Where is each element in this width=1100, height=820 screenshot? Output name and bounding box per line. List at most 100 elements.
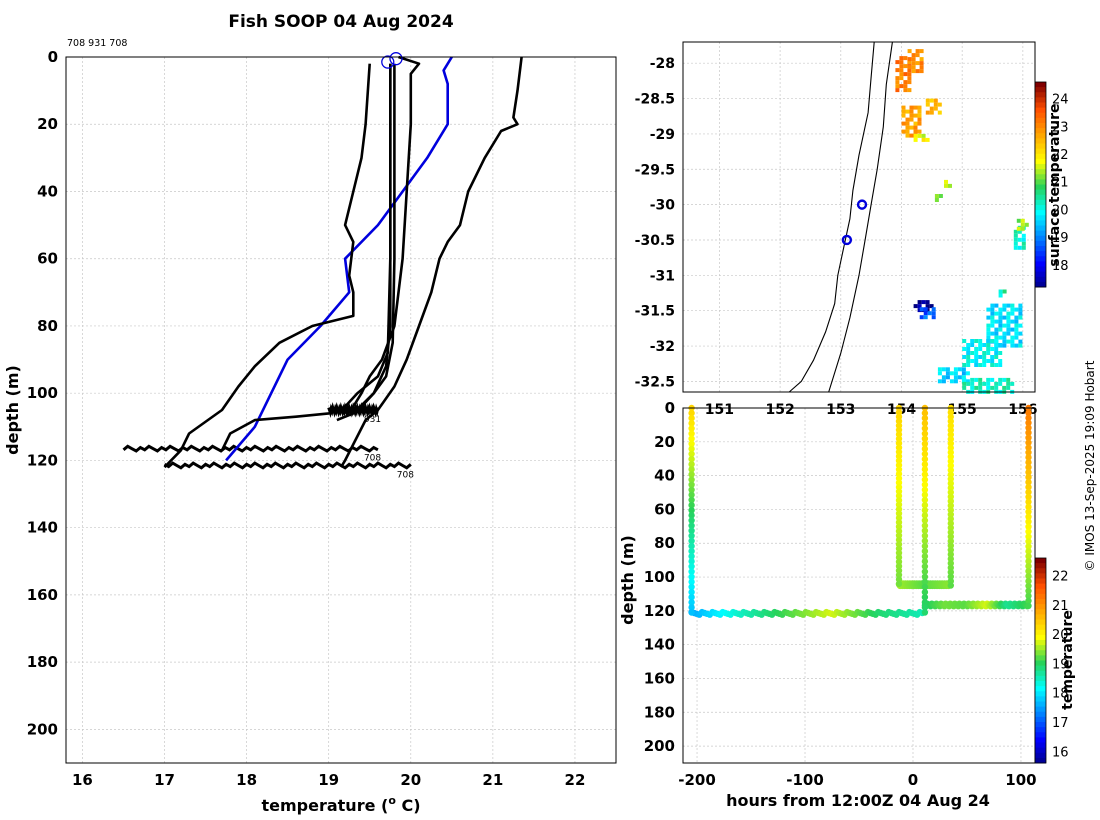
section-cast-point	[921, 512, 929, 519]
sst-pixel	[1014, 331, 1019, 336]
sst-pixel	[961, 375, 966, 380]
sst-pixel	[1002, 315, 1007, 320]
section-cast-point	[1025, 508, 1032, 515]
sst-pixel	[923, 315, 928, 320]
section-cast-point	[921, 594, 929, 601]
sst-pixel	[986, 335, 991, 340]
section-cast-point	[688, 455, 695, 463]
section-cast-point	[688, 476, 695, 483]
sst-pixel	[1010, 319, 1015, 324]
section-cast-point	[895, 453, 903, 460]
section-cast-point	[895, 532, 903, 539]
section-cast-point	[1025, 602, 1032, 609]
sst-pixel	[903, 84, 908, 89]
profile-x-tick-label: 16	[72, 771, 93, 789]
sst-pixel	[986, 351, 991, 355]
section-cast-point	[947, 484, 954, 492]
section-grid	[683, 407, 1035, 763]
sst-colorbar-segment	[1035, 164, 1046, 170]
sst-pixel	[998, 311, 1003, 316]
sst-pixel	[929, 98, 934, 103]
sst-pixel	[986, 359, 991, 363]
sst-pixel	[970, 359, 975, 363]
sst-map-lat-tick-label: -30.5	[635, 233, 675, 249]
sst-pixel	[990, 363, 995, 367]
sst-map: 151 152 153 154 155 156 -28 -28.5 -29 -29.5 -30 -30…	[635, 41, 1069, 418]
section-cast-point	[895, 426, 903, 434]
sst-pixel	[953, 367, 958, 372]
section-cast-point	[688, 512, 695, 519]
sst-pixel	[957, 375, 962, 380]
sst-pixel	[938, 194, 943, 198]
sst-pixel	[1002, 377, 1007, 382]
section-cast-point	[921, 455, 929, 463]
section-cast-point	[1025, 429, 1032, 436]
sst-map-background	[683, 42, 1035, 392]
section-cast-point	[947, 573, 954, 580]
section-colorbar-segment	[1035, 645, 1046, 651]
profile-x-tick-label: 22	[565, 771, 586, 789]
sst-colorbar-segment	[1035, 133, 1046, 139]
section-cast-point	[947, 475, 954, 483]
shelf-contour	[828, 41, 893, 393]
section-cast-point	[921, 578, 929, 586]
sst-pixel	[907, 49, 912, 54]
sst-pixel	[990, 323, 995, 328]
section-cast-point	[688, 527, 695, 534]
sst-map-lat-tick-label: -32.5	[635, 374, 675, 390]
coastline	[788, 41, 875, 393]
sst-colorbar-segment	[1035, 271, 1046, 278]
sst-pixel	[1010, 335, 1015, 340]
sst-pixel	[1020, 226, 1025, 231]
sst-pixel	[962, 347, 967, 351]
sst-pixel	[974, 363, 979, 367]
sst-pixel	[925, 98, 930, 103]
sst-pixel	[911, 69, 916, 74]
sst-pixel	[911, 53, 916, 58]
section-x-tick-label: 0	[908, 771, 918, 789]
section-cast-point	[947, 515, 954, 523]
section-colorbar-segment	[1035, 675, 1046, 682]
sst-pixel	[1014, 343, 1019, 348]
sst-pixel	[907, 72, 912, 77]
section-cast-point	[895, 470, 903, 478]
section-colorbar-tick-label: 17	[1052, 716, 1069, 731]
section-cast-point	[947, 480, 954, 487]
sst-colorbar-segment	[1035, 205, 1046, 211]
section-cast-point	[688, 532, 695, 539]
section-cast-point	[895, 488, 903, 495]
section-cast-point	[921, 491, 929, 499]
section-cast-point	[688, 471, 695, 478]
section-cast-point	[947, 435, 954, 443]
sst-pixel	[941, 379, 946, 384]
profile-x-tick-label: 21	[482, 771, 503, 789]
section-cast-point	[1025, 558, 1032, 565]
profile-series-line	[220, 63, 392, 451]
sst-pixel	[915, 49, 920, 54]
profile-x-axis-label: temperature (o C)	[261, 794, 420, 815]
sst-pixel	[907, 80, 912, 85]
sst-pixel	[919, 61, 924, 66]
sst-pixel	[899, 72, 904, 77]
section-cast-point	[688, 425, 695, 432]
sst-pixel	[962, 377, 967, 382]
section-cast-point	[947, 466, 954, 474]
sst-pixel	[953, 379, 958, 384]
section-cast-point	[688, 409, 695, 417]
section-cast-point	[895, 580, 903, 587]
sst-colorbar-tick-label: 18	[1052, 259, 1069, 274]
sst-pixel	[994, 363, 999, 367]
profile-x-tick-label: 17	[154, 771, 175, 789]
section-cast-point	[1025, 577, 1032, 585]
section-cast-point	[921, 548, 929, 555]
sst-pixel	[965, 379, 970, 384]
section-cast-point	[688, 445, 695, 453]
sst-colorbar-segment	[1035, 153, 1046, 160]
section-y-tick-label: 120	[644, 602, 675, 620]
sst-pixel	[1018, 343, 1023, 348]
sst-map-ticks: 151 152 153 154 155 156 -28 -28.5 -29 -29.5 -30 -30…	[635, 56, 1038, 418]
section-colorbar-segment	[1035, 681, 1046, 687]
sst-pixel	[949, 371, 954, 376]
section-cast-point	[1025, 572, 1032, 580]
sst-colorbar-segment	[1035, 148, 1046, 155]
